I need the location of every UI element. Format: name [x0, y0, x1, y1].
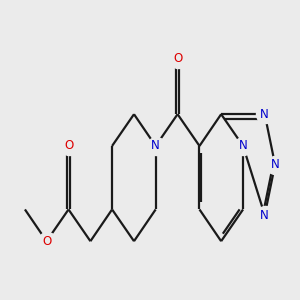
Text: O: O — [64, 140, 73, 152]
Text: N: N — [239, 140, 248, 152]
Text: N: N — [260, 208, 269, 222]
Text: O: O — [173, 52, 182, 65]
Text: O: O — [42, 235, 51, 248]
Text: N: N — [271, 158, 279, 171]
Text: N: N — [151, 140, 160, 152]
Text: N: N — [260, 108, 269, 121]
